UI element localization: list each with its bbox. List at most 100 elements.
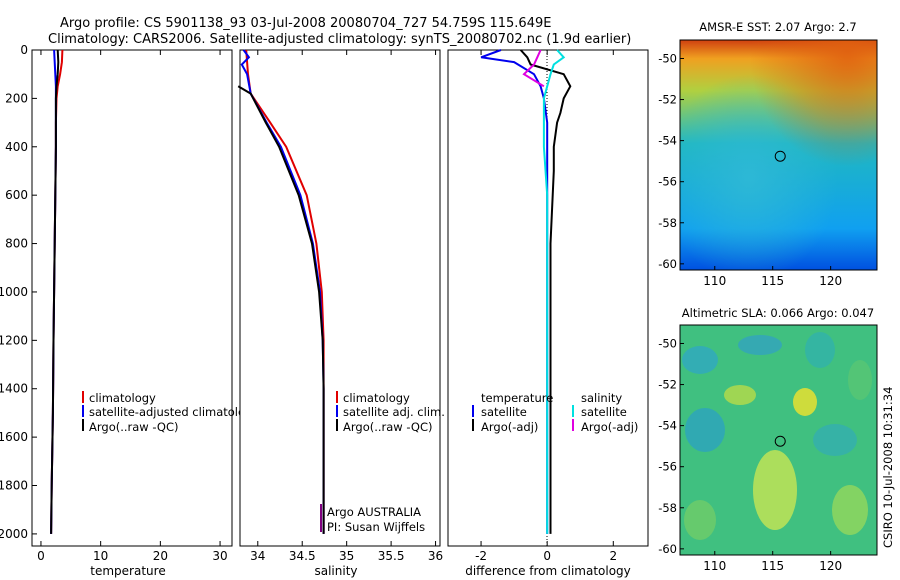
credit-line-1: Argo AUSTRALIA bbox=[327, 505, 421, 519]
legend-label-sal-satellite: satellite bbox=[581, 405, 627, 419]
map-x-tick-label: 110 bbox=[703, 274, 726, 288]
side-timestamp: CSIRO 10-Jul-2008 10:31:34 bbox=[881, 387, 895, 548]
x-tick-label: 10 bbox=[93, 549, 108, 563]
salinity-xlabel: salinity bbox=[314, 564, 357, 578]
map-y-tick-label: -60 bbox=[658, 542, 677, 556]
y-tick-label: 400 bbox=[5, 140, 28, 154]
sst-map-panel: AMSR-E SST: 2.07 Argo: 2.7 110 115 120 -50 -… bbox=[658, 20, 878, 288]
sla-map-blobs bbox=[682, 332, 872, 540]
y-tick-label: 1400 bbox=[0, 382, 28, 396]
y-tick-label: 0 bbox=[20, 43, 28, 57]
legend-heading-temperature: temperature bbox=[481, 391, 553, 405]
legend-label-satellite: satellite adj. clim. bbox=[343, 405, 445, 419]
x-tick-label: 35.5 bbox=[378, 549, 405, 563]
temperature-xlabel: temperature bbox=[90, 564, 165, 578]
sst-map-warm-patch bbox=[680, 40, 877, 270]
x-tick-label: 30 bbox=[212, 549, 227, 563]
sla-map-frame bbox=[679, 324, 878, 556]
difference-legend-salinity: salinity satellite Argo(-adj) bbox=[572, 391, 638, 434]
temperature-legend: climatology satellite-adjusted climatolo… bbox=[82, 391, 259, 434]
legend-swatch-satellite bbox=[82, 405, 84, 417]
map-y-tick-label: -54 bbox=[658, 419, 677, 433]
series-line-salinity-argo bbox=[522, 49, 545, 88]
legend-swatch-climatology bbox=[82, 391, 84, 403]
x-tick-label: 35 bbox=[339, 549, 354, 563]
y-tick-label: 1800 bbox=[0, 479, 28, 493]
map-y-tick-label: -58 bbox=[658, 501, 677, 515]
map-y-tick-label: -60 bbox=[658, 257, 677, 271]
sla-blob bbox=[793, 388, 817, 416]
series-line-argo bbox=[50, 49, 60, 534]
sla-blob bbox=[724, 385, 756, 405]
sst-map-title: AMSR-E SST: 2.07 Argo: 2.7 bbox=[699, 20, 856, 34]
map-x-tick-label: 115 bbox=[761, 274, 784, 288]
y-tick-label: 2000 bbox=[0, 527, 28, 541]
series-line-temperature-argo bbox=[519, 49, 572, 534]
map-y-tick-label: -54 bbox=[658, 134, 677, 148]
title-line-1: Argo profile: CS 5901138_93 03-Jul-2008 … bbox=[60, 16, 551, 31]
sla-blob bbox=[684, 500, 716, 540]
legend-swatch-satellite bbox=[336, 405, 338, 417]
sla-blob bbox=[813, 424, 857, 456]
legend-label-temp-argo: Argo(-adj) bbox=[481, 420, 538, 434]
sla-blob bbox=[753, 450, 797, 530]
map-y-tick-label: -50 bbox=[658, 51, 677, 65]
difference-panel: -2 0 2 difference from climatology tempera… bbox=[447, 49, 649, 578]
y-tick-label: 1200 bbox=[0, 333, 28, 347]
legend-label-sal-argo: Argo(-adj) bbox=[581, 420, 638, 434]
legend-label-argo: Argo(..raw -QC) bbox=[89, 420, 179, 434]
sla-blob bbox=[685, 408, 725, 452]
temperature-panel: 0 200 400 600 800 1000 1200 1400 1600 1800 2000 0 1… bbox=[0, 43, 259, 578]
sla-blob bbox=[848, 360, 872, 400]
y-tick-label: 200 bbox=[5, 91, 28, 105]
legend-label-climatology: climatology bbox=[89, 391, 156, 405]
legend-label-climatology: climatology bbox=[343, 391, 410, 405]
map-x-tick-label: 120 bbox=[819, 559, 842, 573]
legend-label-satellite: satellite-adjusted climatology bbox=[89, 405, 259, 419]
salinity-panel: 34 34.5 35 35.5 36 salinity climatology sate… bbox=[237, 49, 445, 578]
legend-label-temp-satellite: satellite bbox=[481, 405, 527, 419]
x-tick-label: 34.5 bbox=[289, 549, 316, 563]
x-tick-label: 20 bbox=[153, 549, 168, 563]
y-tick-label: 1000 bbox=[0, 285, 28, 299]
series-line-salinity-satellite bbox=[542, 49, 566, 534]
sst-map-frame bbox=[679, 39, 878, 271]
y-tick-label: 600 bbox=[5, 188, 28, 202]
series-line-argo bbox=[237, 85, 325, 534]
map-y-tick-label: -52 bbox=[658, 93, 677, 107]
legend-swatch-argo bbox=[82, 419, 84, 431]
sla-blob bbox=[682, 346, 718, 374]
map-y-tick-label: -56 bbox=[658, 460, 677, 474]
map-y-tick-label: -56 bbox=[658, 175, 677, 189]
salinity-legend: climatology satellite adj. clim. Argo(..… bbox=[336, 391, 445, 434]
sla-blob bbox=[738, 335, 782, 355]
y-tick-label: 800 bbox=[5, 237, 28, 251]
legend-swatch-temp-argo bbox=[472, 419, 474, 431]
map-x-tick-label: 115 bbox=[761, 559, 784, 573]
legend-swatch-temp-satellite bbox=[472, 405, 474, 417]
y-tick-label: 1600 bbox=[0, 430, 28, 444]
legend-swatch-sal-satellite bbox=[572, 405, 574, 417]
legend-swatch-climatology bbox=[336, 391, 338, 403]
map-y-tick-label: -50 bbox=[658, 336, 677, 350]
salinity-axes bbox=[239, 49, 441, 547]
sst-argo-location-marker bbox=[774, 150, 786, 162]
legend-label-argo: Argo(..raw -QC) bbox=[343, 420, 433, 434]
sla-map-title: Altimetric SLA: 0.066 Argo: 0.047 bbox=[682, 306, 874, 320]
title-line-2: Climatology: CARS2006. Satellite-adjuste… bbox=[48, 32, 631, 47]
x-tick-label: 34 bbox=[250, 549, 265, 563]
credit: Argo AUSTRALIA PI: Susan Wijffels bbox=[320, 504, 425, 534]
x-tick-label: -2 bbox=[475, 549, 487, 563]
x-tick-label: 0 bbox=[37, 549, 45, 563]
legend-heading-salinity: salinity bbox=[581, 391, 622, 405]
credit-line-2: PI: Susan Wijffels bbox=[327, 520, 425, 534]
temperature-axes bbox=[31, 49, 233, 547]
map-y-tick-label: -52 bbox=[658, 378, 677, 392]
sla-blob bbox=[832, 485, 868, 535]
sla-argo-location-marker bbox=[774, 435, 786, 447]
sla-blob bbox=[805, 332, 835, 368]
x-tick-label: 0 bbox=[543, 549, 551, 563]
map-x-tick-label: 120 bbox=[819, 274, 842, 288]
legend-swatch-argo bbox=[336, 419, 338, 431]
